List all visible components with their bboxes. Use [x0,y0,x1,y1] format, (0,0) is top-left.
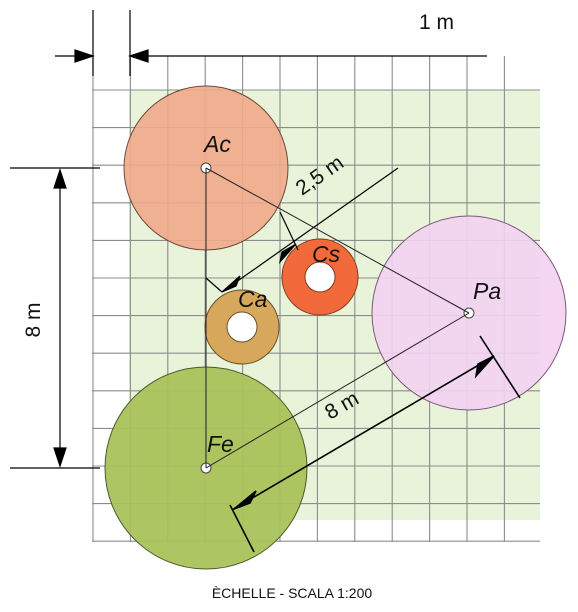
vertical-dimension-label: 8 m [22,302,45,337]
tree-label-cs: Cs [312,241,341,267]
vertical-dimension [10,167,100,469]
scale-marker [55,10,487,76]
diagonal-dimension [229,335,521,553]
tree-label-ac: Ac [202,131,231,157]
scale-marker-label: 1 m [419,11,454,34]
tree-ca [204,289,280,365]
tree-label-pa: Pa [473,278,501,304]
connector-lines [205,167,470,469]
scale-caption: ÈCHELLE - SCALA 1:200 [212,585,373,601]
tree-cs [281,238,359,316]
tree-label-fe: Fe [207,431,234,457]
radius-dimension [205,167,399,293]
tree-label-ca: Ca [238,286,267,312]
